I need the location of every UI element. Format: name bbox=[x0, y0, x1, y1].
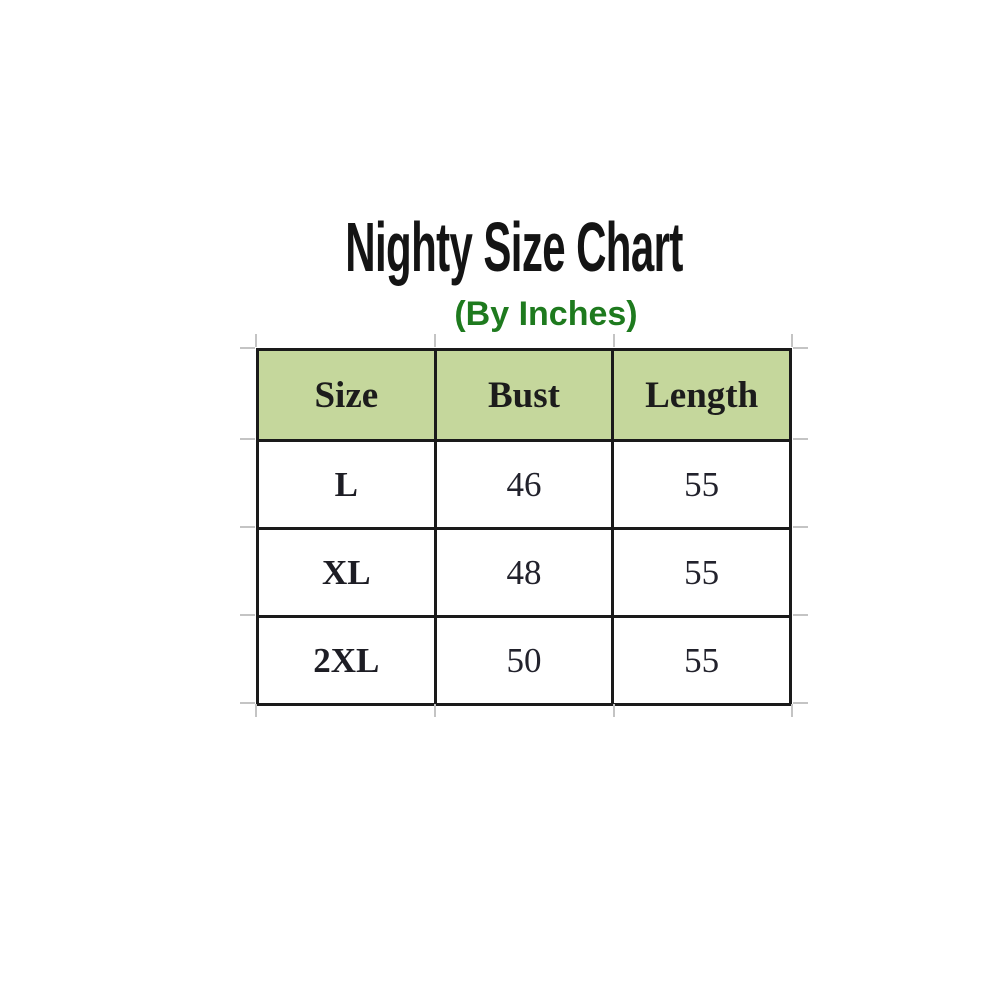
gridline-stub bbox=[240, 438, 255, 440]
size-cell: 2XL bbox=[256, 615, 437, 706]
column-header-bust: Bust bbox=[433, 348, 615, 442]
gridline-stub bbox=[613, 334, 615, 347]
gridline-stub bbox=[793, 526, 808, 528]
table-header-row: Size Bust Length bbox=[256, 348, 792, 442]
size-chart-table: Size Bust Length L 46 55 XL 48 55 2XL 50… bbox=[256, 348, 792, 706]
table-row: L 46 55 bbox=[256, 439, 792, 530]
gridline-stub bbox=[240, 614, 255, 616]
bust-cell: 48 bbox=[433, 527, 615, 618]
page-title: Nighty Size Chart bbox=[345, 208, 683, 286]
bust-cell: 50 bbox=[433, 615, 615, 706]
gridline-stub bbox=[793, 438, 808, 440]
gridline-stub bbox=[240, 526, 255, 528]
gridline-stub bbox=[255, 704, 257, 717]
gridline-stub bbox=[793, 702, 808, 704]
column-header-size: Size bbox=[256, 348, 437, 442]
length-cell: 55 bbox=[611, 615, 792, 706]
gridline-stub bbox=[255, 334, 257, 347]
gridline-stub bbox=[791, 704, 793, 717]
gridline-stub bbox=[434, 334, 436, 347]
size-cell: L bbox=[256, 439, 437, 530]
gridline-stub bbox=[613, 704, 615, 717]
gridline-stub bbox=[791, 334, 793, 347]
gridline-stub bbox=[434, 704, 436, 717]
gridline-stub bbox=[240, 702, 255, 704]
gridline-stub bbox=[240, 347, 255, 349]
size-cell: XL bbox=[256, 527, 437, 618]
bust-cell: 46 bbox=[433, 439, 615, 530]
subtitle: (By Inches) bbox=[454, 295, 638, 333]
length-cell: 55 bbox=[611, 439, 792, 530]
column-header-length: Length bbox=[611, 348, 792, 442]
gridline-stub bbox=[793, 614, 808, 616]
length-cell: 55 bbox=[611, 527, 792, 618]
table-row: XL 48 55 bbox=[256, 527, 792, 618]
gridline-stub bbox=[793, 347, 808, 349]
table-row: 2XL 50 55 bbox=[256, 615, 792, 706]
